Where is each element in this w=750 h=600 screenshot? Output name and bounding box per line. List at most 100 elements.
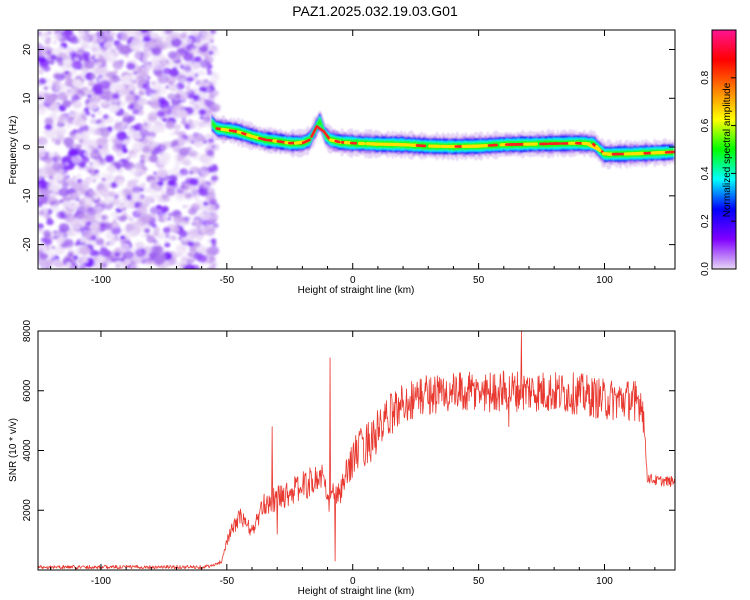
noise-blob (141, 234, 145, 237)
noise-blob (150, 100, 161, 109)
noise-blob (77, 88, 84, 95)
noise-blob (47, 56, 52, 60)
spectrogram-y-ticks: -20 -10 0 10 20 (22, 44, 675, 252)
noise-blob (183, 52, 194, 62)
noise-blob (61, 171, 65, 175)
noise-blob (93, 195, 99, 200)
noise-blob (132, 220, 142, 228)
noise-blob (130, 59, 136, 64)
noise-blob (45, 95, 57, 104)
noise-blob (152, 141, 159, 147)
noise-blob (108, 104, 120, 113)
noise-blob (132, 108, 140, 115)
noise-blob (101, 47, 108, 54)
noise-blob (126, 100, 131, 104)
noise-blob (38, 69, 44, 75)
noise-blob (170, 226, 175, 230)
noise-blob (66, 262, 72, 267)
noise-blob (175, 82, 185, 90)
noise-blob (93, 129, 102, 136)
noise-blob (140, 213, 152, 223)
noise-blob (69, 148, 79, 157)
noise-blob (136, 206, 148, 215)
noise-blob (132, 77, 139, 84)
noise-blob (115, 264, 120, 269)
noise-blob (92, 256, 99, 262)
noise-blob (198, 108, 207, 116)
y-tick-label: -20 (22, 237, 33, 252)
noise-blob (178, 236, 183, 241)
noise-blob (152, 183, 160, 190)
noise-blob (193, 241, 201, 248)
x-tick-label: -50 (220, 576, 235, 587)
noise-blob (76, 231, 81, 235)
colorbar-tick-label: 0.0 (700, 262, 711, 276)
noise-blob (116, 125, 124, 132)
noise-blob (124, 96, 132, 102)
noise-blob (153, 94, 159, 99)
noise-blob (194, 55, 202, 63)
x-tick-label: 50 (473, 576, 485, 587)
noise-blob (58, 223, 70, 233)
figure-title: PAZ1.2025.032.19.03.G01 (292, 3, 458, 19)
ridge-hot-segment (310, 126, 318, 138)
noise-blob (148, 154, 159, 163)
noise-blob (38, 136, 48, 146)
noise-blob (55, 155, 63, 161)
noise-blob (157, 180, 164, 186)
noise-blob (154, 62, 163, 70)
noise-blob (112, 138, 119, 144)
noise-blob (100, 68, 109, 76)
noise-blob (69, 36, 79, 44)
noise-blob (146, 76, 151, 80)
noise-blob (38, 226, 43, 233)
noise-blob (119, 30, 131, 36)
noise-blob (106, 164, 117, 174)
noise-blob (213, 171, 218, 176)
noise-blob (167, 212, 173, 217)
noise-blob (206, 70, 213, 76)
noise-blob (121, 215, 128, 221)
noise-blob (126, 156, 131, 160)
noise-blob (205, 87, 212, 93)
noise-blob (122, 211, 128, 216)
noise-blob (132, 185, 142, 194)
noise-blob (192, 63, 200, 69)
noise-blob (135, 248, 147, 258)
noise-blob (99, 76, 105, 81)
noise-blob (175, 172, 180, 177)
noise-blob (91, 94, 102, 103)
noise-blob (133, 71, 138, 75)
noise-blob (57, 116, 64, 122)
noise-blob (186, 258, 194, 265)
noise-blob (199, 189, 209, 197)
x-tick-label: -100 (91, 275, 111, 286)
noise-blob (38, 58, 50, 68)
noise-blob (176, 265, 181, 269)
noise-blob (200, 213, 205, 217)
noise-blob (139, 159, 145, 164)
noise-blob (108, 240, 116, 247)
noise-blob (82, 258, 89, 263)
noise-blob (206, 161, 214, 167)
noise-blob (50, 54, 58, 61)
noise-blob (174, 130, 180, 135)
noise-blob (174, 161, 181, 167)
noise-blob (146, 63, 154, 70)
noise-blob (93, 250, 101, 257)
noise-blob (122, 250, 134, 260)
noise-blob (116, 110, 123, 116)
noise-blob (148, 135, 155, 141)
noise-blob (71, 192, 81, 200)
noise-blob (79, 264, 86, 269)
ridge-cyan (211, 115, 674, 161)
noise-blob (96, 137, 107, 147)
noise-blob (181, 185, 186, 189)
noise-blob (139, 57, 144, 61)
noise-blob (139, 154, 146, 160)
noise-blob (208, 50, 214, 55)
noise-blob (51, 137, 58, 143)
colorbar-label: Normalized spectral amplitude (722, 82, 733, 217)
noise-blob (192, 30, 200, 37)
ridge-hot-segment (322, 129, 332, 141)
